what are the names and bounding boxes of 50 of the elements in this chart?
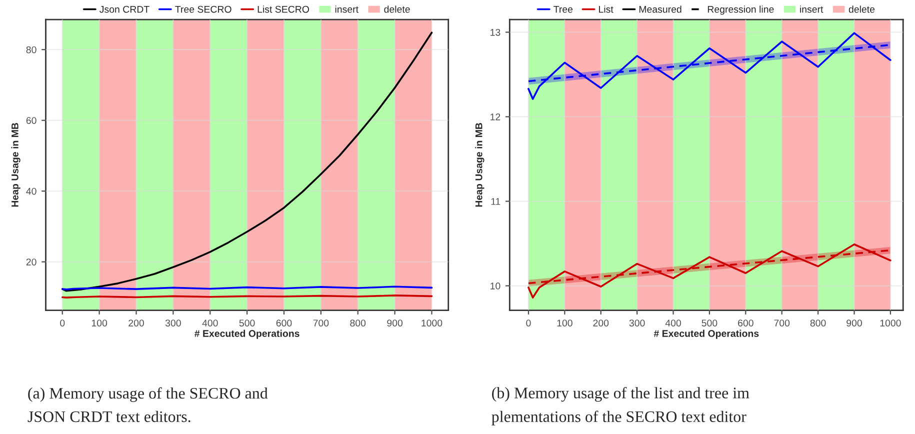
x-tick-label: 1000 — [880, 320, 901, 326]
y-tick-label: 40 — [26, 188, 36, 195]
legend-label: Regression line — [708, 6, 774, 15]
y-tick-label: 20 — [26, 258, 36, 266]
line-series — [528, 243, 892, 299]
legend-label: insert — [335, 6, 358, 13]
x-tick-label: 900 — [846, 320, 862, 326]
x-tick-label: 900 — [387, 320, 403, 326]
x-axis-title: # Executed Operations — [194, 330, 300, 339]
x-tick-label: 700 — [774, 320, 790, 326]
legend-label: List SECRO — [258, 6, 310, 13]
x-tick-label: 700 — [313, 320, 329, 326]
legend-label: Tree SECRO — [175, 6, 232, 13]
x-tick-label: 400 — [665, 320, 681, 326]
x-tick-label: 200 — [128, 320, 144, 326]
x-tick-label: 100 — [92, 320, 108, 326]
x-tick-label: 500 — [702, 320, 718, 326]
x-tick-label: 1000 — [422, 320, 442, 326]
x-tick-label: 100 — [557, 320, 572, 326]
x-tick-label: 600 — [738, 320, 754, 326]
y-axis-title: Heap Usage in MB — [475, 122, 484, 207]
text: (a) Memory usage of the SECRO and JSON CRDT text editors. — [28, 387, 268, 422]
legend-label: Json CRDT — [100, 6, 150, 13]
legend-label: Tree — [554, 6, 573, 13]
x-tick-label: 0 — [60, 320, 65, 326]
x-tick-label: 500 — [239, 320, 255, 326]
x-tick-label: 400 — [202, 320, 218, 326]
legend-label: Measured — [639, 6, 682, 13]
y-tick-label: 12 — [490, 113, 500, 120]
x-tick-label: 800 — [350, 320, 366, 326]
y-tick-label: 13 — [490, 28, 500, 36]
line-series — [528, 32, 892, 100]
x-tick-label: 200 — [593, 320, 609, 326]
legend-label: insert — [800, 6, 824, 13]
y-tick-label: 60 — [26, 117, 36, 124]
y-tick-label: 10 — [490, 282, 500, 290]
legend-label: List — [599, 6, 614, 13]
line-series — [61, 32, 433, 292]
x-tick-label: 0 — [526, 320, 531, 326]
x-tick-label: 600 — [276, 320, 292, 326]
x-tick-label: 300 — [165, 320, 181, 326]
x-tick-label: 800 — [810, 320, 826, 326]
y-axis-title: Heap Usage in MB — [11, 122, 20, 207]
x-tick-label: 300 — [629, 320, 645, 326]
text: (b) Memory usage of the list and tree im plementations of the SECRO text editor — [492, 386, 750, 426]
y-tick-label: 11 — [491, 198, 500, 205]
x-axis-title: # Executed Operations — [654, 330, 759, 339]
legend-label: delete — [848, 6, 875, 13]
y-tick-label: 80 — [26, 46, 36, 54]
legend-label: delete — [384, 6, 410, 13]
